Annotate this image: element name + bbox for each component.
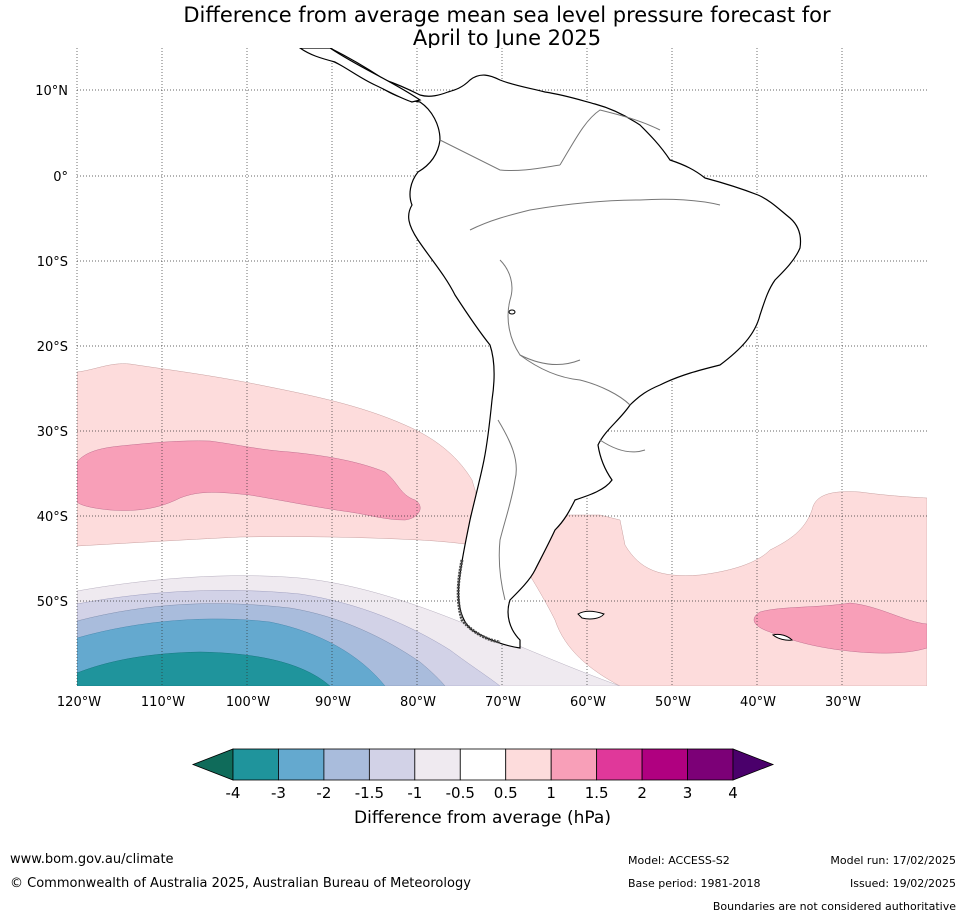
lat-label-10s: 10°S [37, 255, 68, 270]
lon-label-100w: 100°W [226, 695, 270, 710]
colorbar-tick-label: -1.5 [355, 784, 384, 802]
colorbar-tick-label: -0.5 [446, 784, 475, 802]
lon-label-90w: 90°W [315, 695, 351, 710]
patagonia-islands [456, 559, 501, 644]
colorbar-arrow-right [732, 748, 775, 781]
central-america-coastline [298, 48, 422, 103]
colorbar-tick-label: 3 [683, 784, 693, 802]
lake-titicaca [508, 309, 516, 315]
anomaly-region-neg-3p0 [77, 651, 331, 686]
colorbar-segment [323, 748, 370, 781]
lon-label-110w: 110°W [141, 695, 185, 710]
lat-label-10n: 10°N [35, 84, 68, 99]
south-america-coastline [308, 48, 802, 649]
colorbar-segment [505, 748, 552, 781]
footer-copyright: © Commonwealth of Australia 2025, Austra… [10, 876, 471, 891]
gridlines [76, 48, 927, 686]
footer-model: Model: ACCESS-S2 [628, 854, 730, 867]
lon-label-80w: 80°W [400, 695, 436, 710]
footer-url: www.bom.gov.au/climate [10, 852, 174, 867]
colorbar-segment [278, 748, 325, 781]
title-line-1: Difference from average mean sea level p… [183, 3, 831, 27]
colorbar-segment [368, 748, 416, 781]
lat-label-0: 0° [53, 170, 68, 185]
colorbar-segment [414, 748, 461, 781]
colorbar-arrow-left [191, 748, 234, 781]
footer-issued: Issued: 19/02/2025 [849, 877, 956, 890]
colorbar-segment [232, 748, 279, 781]
colorbar-tick-label: -3 [271, 784, 286, 802]
colorbar-tick-label: -2 [316, 784, 331, 802]
colorbar-segment [687, 748, 734, 781]
colorbar-label: Difference from average (hPa) [354, 808, 611, 828]
lon-label-70w: 70°W [485, 695, 521, 710]
lon-label-120w: 120°W [57, 695, 101, 710]
lon-label-40w: 40°W [740, 695, 776, 710]
colorbar-tick-label: 4 [728, 784, 738, 802]
footer-base-period: Base period: 1981-2018 [628, 877, 761, 890]
falkland-islands [577, 610, 605, 620]
colorbar-tick-label: 0.5 [494, 784, 518, 802]
colorbar-tick-label: -1 [407, 784, 422, 802]
south-georgia-island [771, 633, 794, 641]
lon-label-60w: 60°W [570, 695, 606, 710]
colorbar-segment [459, 748, 507, 781]
colorbar-segment [550, 748, 598, 781]
lat-label-30s: 30°S [37, 425, 68, 440]
lat-label-40s: 40°S [37, 510, 68, 525]
colorbar-tick-label: -4 [226, 784, 241, 802]
footer-model-run: Model run: 17/02/2025 [830, 854, 956, 867]
colorbar-ticks: -4 -3 -2 -1.5 -1 -0.5 0.5 1 1.5 2 3 4 [226, 784, 738, 802]
lon-label-50w: 50°W [655, 695, 691, 710]
title-line-2: April to June 2025 [412, 26, 602, 50]
lat-label-50s: 50°S [37, 595, 68, 610]
colorbar [191, 748, 775, 781]
colorbar-tick-label: 1.5 [585, 784, 609, 802]
footer-disclaimer: Boundaries are not considered authoritat… [712, 900, 956, 913]
map-title: Difference from average mean sea level p… [0, 4, 965, 50]
colorbar-segment [641, 748, 688, 781]
anomaly-region-atlantic-1p0 [753, 602, 927, 654]
colorbar-segment [596, 748, 643, 781]
colorbar-tick-label: 1 [546, 784, 556, 802]
colorbar-tick-label: 2 [637, 784, 647, 802]
anomaly-region-pacific-1p0 [77, 440, 421, 521]
country-borders [439, 109, 721, 601]
lon-label-30w: 30°W [825, 695, 861, 710]
lat-label-20s: 20°S [37, 340, 68, 355]
